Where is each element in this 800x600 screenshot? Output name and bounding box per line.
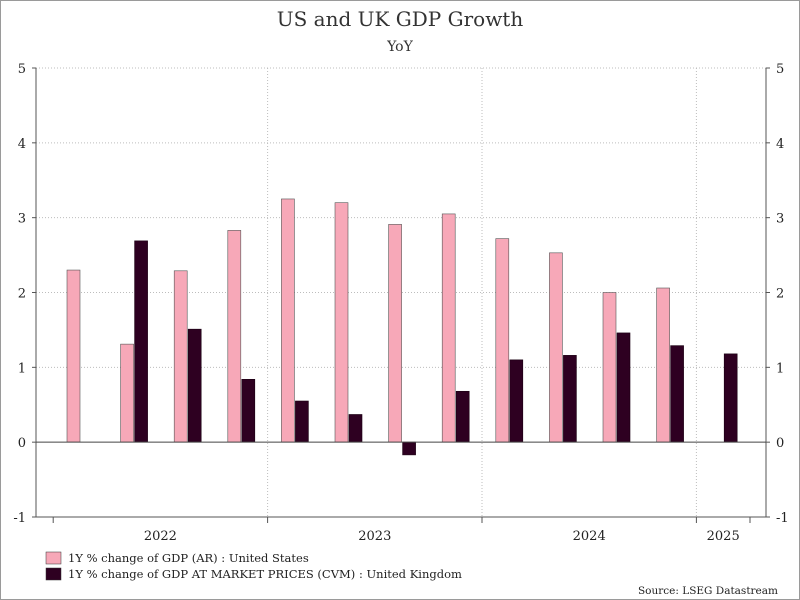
x-tick-labels: 2022 2023 2024 2025 [144, 529, 740, 544]
bar-uk [509, 359, 524, 443]
bar-uk [723, 353, 738, 443]
bar-us [388, 224, 402, 443]
y-tick-label-right: 0 [776, 436, 784, 451]
y-tick-label-right: 4 [776, 137, 784, 152]
bar-uk [670, 345, 684, 443]
bar-uk [455, 390, 470, 443]
bar-us [66, 269, 81, 443]
y-tick-label-left: 1 [18, 361, 26, 376]
bar-uk [134, 240, 148, 443]
legend-swatch-us [45, 551, 62, 565]
x-tick-label: 2023 [358, 529, 391, 544]
bar-us [441, 213, 456, 443]
y-tick-label-left: 5 [18, 62, 26, 77]
axes [32, 67, 770, 523]
y-tick-label-left: 4 [18, 137, 26, 152]
legend-label-uk: 1Y % change of GDP AT MARKET PRICES (CVM… [68, 567, 462, 581]
bar-us [334, 202, 349, 443]
source-note: Source: LSEG Datastream [638, 585, 778, 597]
bar-us [281, 198, 295, 443]
bar-uk [241, 379, 256, 443]
bar-us [173, 270, 188, 443]
y-tick-label-right: 1 [776, 361, 784, 376]
bar-us [656, 287, 670, 443]
y-tick-label-left: 0 [18, 436, 26, 451]
bar-us [549, 252, 563, 443]
bar-us [602, 292, 617, 443]
bar-uk [402, 441, 416, 456]
bar-uk [187, 328, 202, 443]
chart-title: US and UK GDP Growth [277, 7, 524, 31]
legend: 1Y % change of GDP (AR) : United States … [45, 551, 462, 581]
bar-us [120, 343, 134, 443]
bars [66, 198, 738, 456]
bar-uk [348, 414, 363, 443]
x-tick-label: 2022 [144, 529, 177, 544]
bar-us [495, 238, 510, 443]
bar-uk [616, 332, 631, 443]
y-tick-label-left: 2 [18, 287, 26, 302]
y-tick-labels-right: -1 0 1 2 3 4 5 [776, 62, 789, 526]
y-tick-label-right: -1 [776, 511, 789, 526]
y-tick-label-right: 5 [776, 62, 784, 77]
legend-label-us: 1Y % change of GDP (AR) : United States [68, 551, 309, 565]
y-tick-label-left: 3 [18, 212, 26, 227]
bar-us [227, 230, 242, 443]
legend-swatch-uk [45, 567, 62, 581]
x-tick-label: 2024 [573, 529, 606, 544]
y-tick-label-right: 3 [776, 212, 784, 227]
bar-uk [563, 355, 577, 443]
y-tick-labels-left: -1 0 1 2 3 4 5 [13, 62, 26, 526]
chart-subtitle: YoY [386, 39, 413, 55]
bar-uk [295, 400, 309, 443]
x-tick-label: 2025 [707, 529, 740, 544]
y-tick-label-left: -1 [13, 511, 26, 526]
y-tick-label-right: 2 [776, 287, 784, 302]
